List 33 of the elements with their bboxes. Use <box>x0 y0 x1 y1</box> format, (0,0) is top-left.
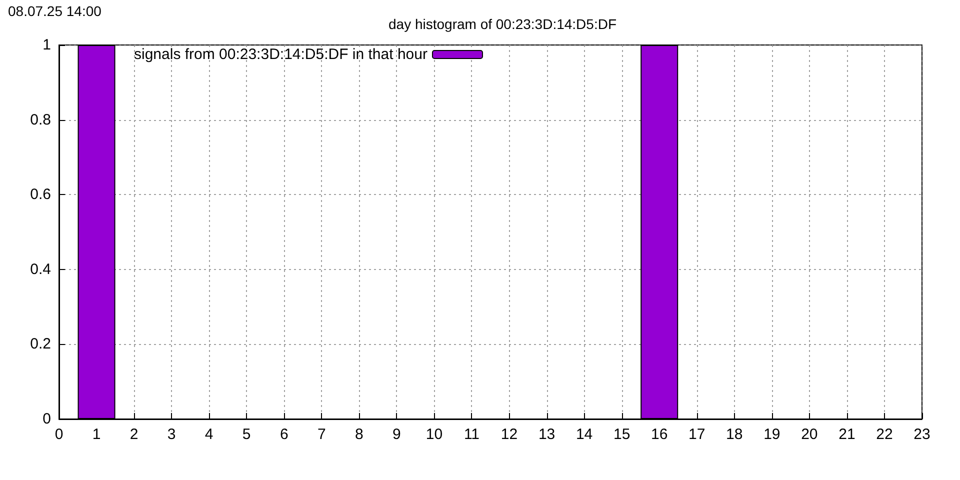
x-tick-label: 10 <box>426 426 443 443</box>
x-tick-label: 7 <box>317 426 326 443</box>
x-tick-label: 6 <box>280 426 288 443</box>
y-tick-label: 0.8 <box>30 111 51 128</box>
y-tick-label: 0.4 <box>30 260 51 278</box>
text: 08.07.25 14:00 <box>8 3 102 19</box>
y-tick-label: 1 <box>42 36 51 54</box>
x-tick-label: 17 <box>688 426 706 443</box>
x-tick-label: 21 <box>838 426 856 443</box>
x-tick-label: 16 <box>651 426 668 443</box>
x-tick-label: 0 <box>54 426 64 443</box>
y-tick-label: 0 <box>42 410 51 428</box>
x-tick-label: 5 <box>242 426 251 443</box>
x-tick-label: 4 <box>204 426 214 443</box>
y-tick-label: 0.6 <box>30 186 51 204</box>
x-tick-label: 13 <box>538 426 556 443</box>
x-tick-label: 15 <box>613 426 630 443</box>
chart-title: day histogram of 00:23:3D:14:D5:DF <box>388 16 617 32</box>
x-tick-label: 9 <box>392 426 401 443</box>
x-tick-label: 8 <box>355 426 364 443</box>
x-tick-label: 14 <box>576 426 593 443</box>
x-tick-label: 3 <box>167 426 176 443</box>
x-tick-label: 12 <box>500 426 518 443</box>
x-tick-label: 22 <box>876 426 893 443</box>
x-tick-label: 18 <box>726 426 743 443</box>
legend-label: signals from 00:23:3D:14:D5:DF in that hour <box>134 46 428 63</box>
x-tick-label: 20 <box>801 426 818 443</box>
x-tick-label: 11 <box>464 426 480 443</box>
x-tick-label: 19 <box>764 426 780 443</box>
x-tick-label: 1 <box>92 426 101 443</box>
x-tick-label: 2 <box>130 426 138 443</box>
x-tick-label: 23 <box>914 426 930 443</box>
y-tick-label: 0.2 <box>30 336 51 353</box>
